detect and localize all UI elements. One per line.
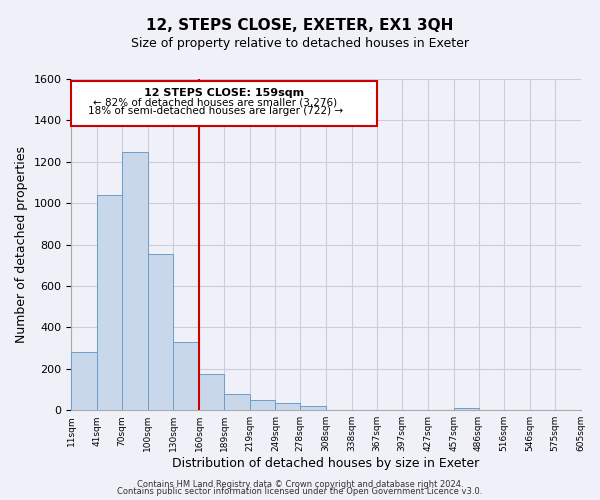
Y-axis label: Number of detached properties: Number of detached properties xyxy=(15,146,28,343)
Text: 12, STEPS CLOSE, EXETER, EX1 3QH: 12, STEPS CLOSE, EXETER, EX1 3QH xyxy=(146,18,454,32)
X-axis label: Distribution of detached houses by size in Exeter: Distribution of detached houses by size … xyxy=(172,457,479,470)
Bar xyxy=(199,374,224,410)
FancyBboxPatch shape xyxy=(71,81,377,126)
Bar xyxy=(454,408,479,410)
Bar xyxy=(224,394,250,410)
Bar xyxy=(148,254,173,410)
Text: 18% of semi-detached houses are larger (722) →: 18% of semi-detached houses are larger (… xyxy=(88,106,343,117)
Bar xyxy=(300,406,326,410)
Text: Contains HM Land Registry data © Crown copyright and database right 2024.: Contains HM Land Registry data © Crown c… xyxy=(137,480,463,489)
Bar xyxy=(71,352,97,410)
Text: ← 82% of detached houses are smaller (3,276): ← 82% of detached houses are smaller (3,… xyxy=(94,98,337,108)
Bar xyxy=(122,152,148,410)
Text: Size of property relative to detached houses in Exeter: Size of property relative to detached ho… xyxy=(131,38,469,51)
Text: 12 STEPS CLOSE: 159sqm: 12 STEPS CLOSE: 159sqm xyxy=(144,88,304,99)
Bar xyxy=(275,403,300,410)
Bar xyxy=(250,400,275,410)
Text: Contains public sector information licensed under the Open Government Licence v3: Contains public sector information licen… xyxy=(118,487,482,496)
Bar xyxy=(173,342,199,410)
Bar xyxy=(97,195,122,410)
